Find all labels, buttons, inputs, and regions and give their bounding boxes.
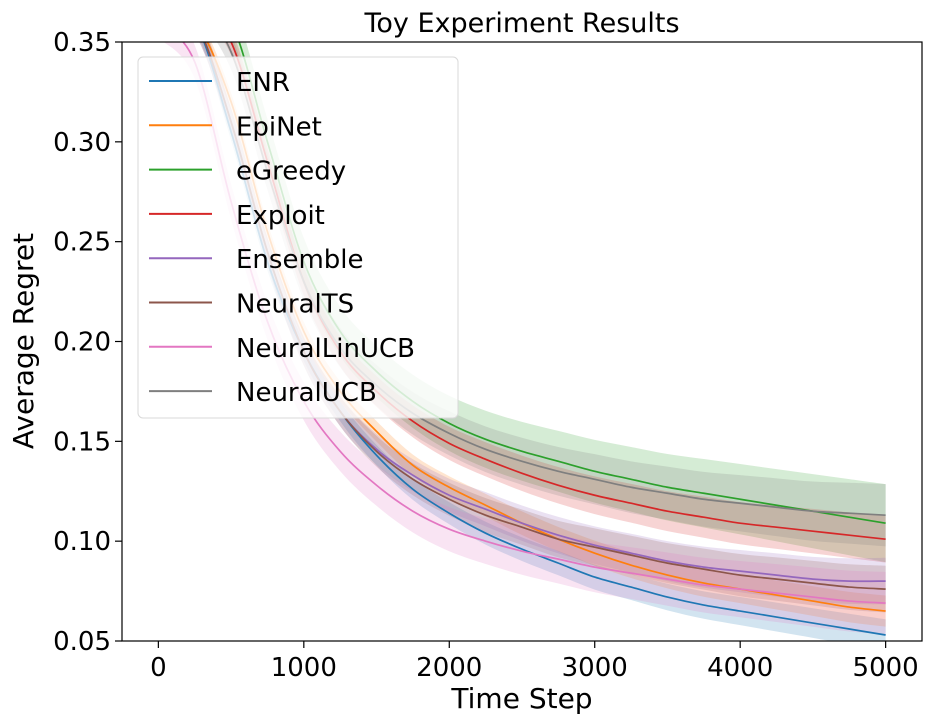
x-tick-label: 2000 [416, 653, 482, 683]
legend-label: Ensemble [236, 245, 364, 275]
confidence-bands [163, 42, 886, 641]
x-tick-label: 1000 [271, 653, 337, 683]
chart-title: Toy Experiment Results [363, 8, 679, 39]
y-tick-label: 0.30 [53, 128, 111, 158]
confidence-band [224, 42, 886, 563]
y-tick-label: 0.15 [53, 427, 111, 457]
y-tick-label: 0.35 [53, 28, 111, 58]
legend-label: NeuralTS [236, 290, 354, 320]
x-axis-label: Time Step [450, 682, 592, 715]
y-tick-label: 0.25 [53, 228, 111, 258]
legend: ENR EpiNet eGreedy Exploit Ensemble NeuralTS N… [137, 56, 459, 419]
legend-label: EpiNet [236, 112, 322, 142]
y-axis-ticks: 0.05 0.10 0.15 0.20 0.25 0.30 0.35 [53, 28, 122, 657]
x-tick-label: 4000 [707, 653, 773, 683]
legend-box [137, 56, 459, 419]
y-tick-label: 0.10 [53, 527, 111, 557]
legend-label: eGreedy [236, 157, 346, 187]
y-tick-label: 0.05 [53, 627, 111, 657]
confidence-band [229, 42, 886, 563]
y-tick-label: 0.20 [53, 328, 111, 358]
legend-label: NeuralUCB [236, 378, 377, 408]
x-tick-label: 3000 [562, 653, 628, 683]
confidence-band [163, 42, 886, 635]
x-tick-label: 5000 [853, 653, 919, 683]
confidence-band [216, 42, 886, 547]
x-tick-label: 0 [150, 653, 167, 683]
legend-label: ENR [236, 68, 290, 98]
x-axis-ticks: 0 1000 2000 3000 4000 5000 [150, 641, 919, 683]
legend-label: Exploit [236, 201, 325, 231]
y-axis-label: Average Regret [7, 233, 40, 449]
legend-label: NeuralLinUCB [236, 334, 415, 364]
